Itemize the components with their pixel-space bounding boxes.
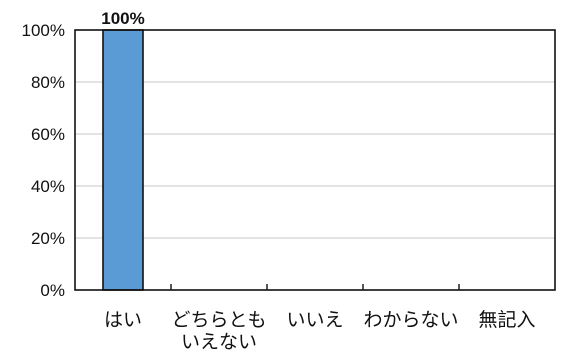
bar (102, 29, 144, 291)
plot-frame (74, 29, 556, 291)
gridlines (75, 81, 555, 239)
y-tick-label: 60% (31, 125, 65, 144)
y-tick-label: 0% (40, 281, 65, 300)
x-tick-label: どちらともいえない (171, 309, 266, 353)
x-tick-label: わからない (363, 309, 458, 331)
y-tick-label: 40% (31, 177, 65, 196)
x-tick-label: いいえ (286, 309, 343, 331)
y-tick-label: 100% (22, 21, 65, 40)
x-tick-label: はい (104, 309, 142, 331)
data-labels: 100% (101, 9, 144, 28)
bars (102, 29, 144, 291)
data-label: 100% (101, 9, 144, 28)
y-tick-label: 80% (31, 73, 65, 92)
x-tick-label: 無記入 (478, 309, 535, 331)
y-tick-label: 20% (31, 229, 65, 248)
y-axis-ticks: 0% 20% 40% 60% 80% 100% (22, 21, 65, 300)
